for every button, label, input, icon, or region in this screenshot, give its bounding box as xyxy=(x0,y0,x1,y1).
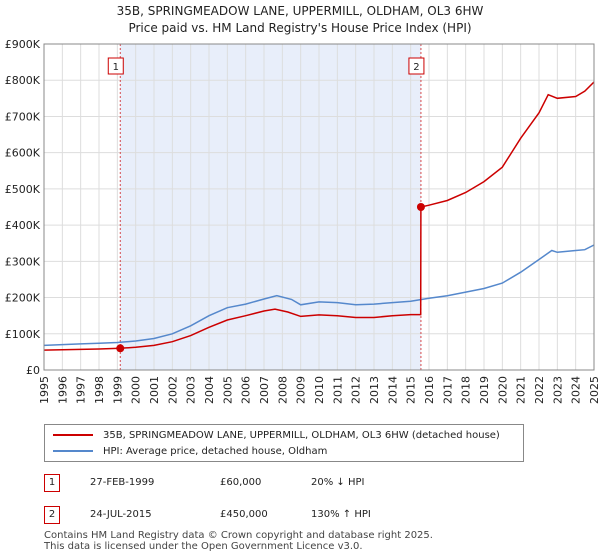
hpi-series-line xyxy=(43,244,595,347)
x-tick-label: 2020 xyxy=(496,376,509,404)
sale-hpi-1: 20% ↓ HPI xyxy=(311,477,365,488)
x-tick-label: 2019 xyxy=(478,376,491,404)
x-tick-label: 2025 xyxy=(588,376,600,404)
x-tick-label: 2014 xyxy=(386,376,399,404)
x-tick-label: 2000 xyxy=(130,376,143,404)
sale-point xyxy=(116,344,125,353)
legend-label-hpi: HPI: Average price, detached house, Oldh… xyxy=(103,446,328,457)
y-tick-label: £200K xyxy=(5,292,41,305)
legend-item-property: 35B, SPRINGMEADOW LANE, UPPERMILL, OLDHA… xyxy=(53,428,500,444)
property-series-line xyxy=(43,81,595,351)
y-tick-label: £400K xyxy=(5,219,41,232)
x-tick-label: 1996 xyxy=(56,376,69,404)
sale-price-2: £450,000 xyxy=(220,509,268,520)
x-tick-label: 2024 xyxy=(570,376,583,404)
y-tick-label: £500K xyxy=(5,183,41,196)
x-tick-label: 2003 xyxy=(185,376,198,404)
shaded-region xyxy=(120,44,421,370)
y-tick-label: £800K xyxy=(5,74,41,87)
x-tick-label: 1995 xyxy=(38,376,51,404)
y-tick-label: £700K xyxy=(5,110,41,123)
x-tick-label: 2001 xyxy=(148,376,161,404)
chart-title: 35B, SPRINGMEADOW LANE, UPPERMILL, OLDHA… xyxy=(117,4,484,18)
sale-hpi-2: 130% ↑ HPI xyxy=(311,509,371,520)
sale-marker-box xyxy=(408,57,425,75)
x-tick-label: 2004 xyxy=(203,376,216,404)
x-tick-label: 2013 xyxy=(368,376,381,404)
y-tick-label: £100K xyxy=(5,328,41,341)
x-tick-label: 2011 xyxy=(331,376,344,404)
x-tick-label: 2006 xyxy=(240,376,253,404)
x-tick-label: 1998 xyxy=(93,376,106,404)
sale-badge-2: 2 xyxy=(44,506,60,524)
x-tick-label: 2023 xyxy=(551,376,564,404)
sale-marker-label: 2 xyxy=(413,62,419,73)
x-tick-label: 2007 xyxy=(258,376,271,404)
sale-date-2: 24-JUL-2015 xyxy=(90,509,152,520)
sale-marker-box xyxy=(107,57,124,75)
legend-swatch-hpi xyxy=(53,450,93,452)
y-tick-label: £600K xyxy=(5,147,41,160)
x-tick-label: 2002 xyxy=(166,376,179,404)
x-tick-label: 2008 xyxy=(276,376,289,404)
x-tick-label: 2012 xyxy=(350,376,363,404)
sale-point xyxy=(416,203,425,211)
legend: 35B, SPRINGMEADOW LANE, UPPERMILL, OLDHA… xyxy=(44,424,524,462)
footer-attribution: Contains HM Land Registry data © Crown c… xyxy=(44,530,433,552)
x-tick-label: 2017 xyxy=(441,376,454,404)
sale-marker-label: 1 xyxy=(113,62,119,73)
y-tick-label: £900K xyxy=(5,38,41,51)
legend-swatch-property xyxy=(53,434,93,436)
x-tick-label: 1999 xyxy=(111,376,124,404)
plot-frame xyxy=(43,43,595,371)
y-tick-label: £300K xyxy=(5,255,41,268)
x-tick-label: 2016 xyxy=(423,376,436,404)
sale-price-1: £60,000 xyxy=(220,477,262,488)
legend-label-property: 35B, SPRINGMEADOW LANE, UPPERMILL, OLDHA… xyxy=(103,430,500,441)
price-chart: 35B, SPRINGMEADOW LANE, UPPERMILL, OLDHA… xyxy=(5,4,600,404)
y-tick-label: £0 xyxy=(26,364,40,377)
sale-badge-1: 1 xyxy=(44,474,60,492)
x-tick-label: 1997 xyxy=(75,376,88,404)
x-tick-label: 2010 xyxy=(313,376,326,404)
x-tick-label: 2021 xyxy=(515,376,528,404)
x-tick-label: 2009 xyxy=(295,376,308,404)
sale-date-1: 27-FEB-1999 xyxy=(90,477,155,488)
x-tick-label: 2022 xyxy=(533,376,546,404)
x-tick-label: 2015 xyxy=(405,376,418,404)
x-tick-label: 2018 xyxy=(460,376,473,404)
chart-subtitle: Price paid vs. HM Land Registry's House … xyxy=(128,21,471,35)
x-tick-label: 2005 xyxy=(221,376,234,404)
legend-item-hpi: HPI: Average price, detached house, Oldh… xyxy=(53,444,327,460)
